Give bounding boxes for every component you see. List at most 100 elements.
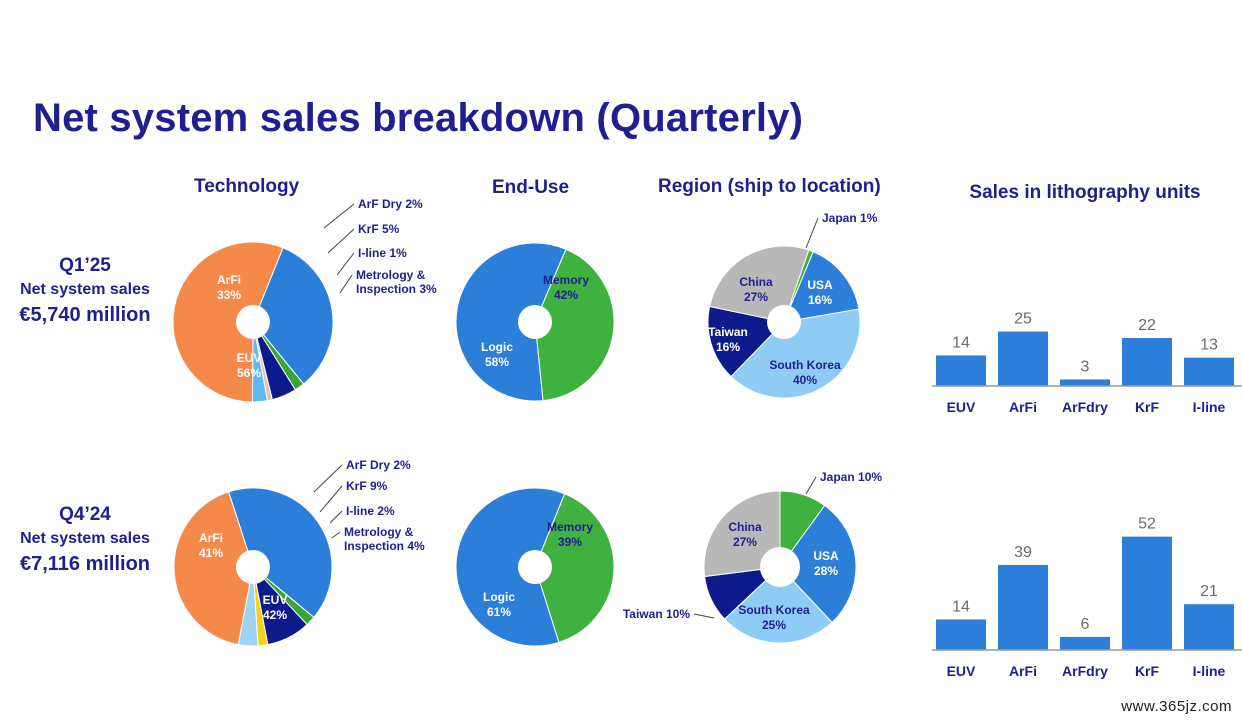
region-q1-slice-south-korea xyxy=(730,308,861,399)
enduse-q4-label-memory: Memory 39% xyxy=(547,520,593,549)
q1-summary: Q1’25 Net system sales €5,740 million xyxy=(0,254,170,328)
units-q1-bar-arfi xyxy=(998,331,1048,386)
units-q1-value-i-line: 13 xyxy=(1200,337,1218,354)
region-q4-center-hole xyxy=(760,547,800,587)
region-q1-leader-japan xyxy=(805,217,819,249)
units-q4-category-arfi: ArFi xyxy=(1009,663,1037,679)
region-q4-callout-japan: Japan 10% xyxy=(820,470,882,484)
units-q4-bar-chart: 14 EUV 39 ArFi 6 ArFdry 52 KrF 21 I-line xyxy=(932,516,1242,679)
units-q1-value-arfi: 25 xyxy=(1014,311,1032,328)
tech-q4-pie: ArFi 41% EUV 42% ArF Dry 2% KrF 9% I-line 2% Me… xyxy=(173,458,425,647)
units-q1-bar-arfdry xyxy=(1060,379,1110,386)
tech-q4-center-hole xyxy=(236,550,270,584)
page-title: Net system sales breakdown (Quarterly) xyxy=(33,96,804,140)
units-q1-category-i-line: I-line xyxy=(1193,399,1226,415)
region-q1-pie: USA 16% South Korea 40% Taiwan 16% China 27% Jap… xyxy=(707,211,878,399)
q1-sales-amount: €5,740 million xyxy=(19,304,151,326)
tech-q4-leader-krf xyxy=(319,485,343,513)
tech-q4-callout-i-line: I-line 2% xyxy=(346,504,395,518)
region-q4-label-china: China 27% xyxy=(728,520,762,549)
enduse-q4-pie: Memory 39% Logic 61% xyxy=(455,487,615,647)
enduse-q1-pie: Memory 42% Logic 58% xyxy=(455,242,615,402)
units-q4-value-arfi: 39 xyxy=(1014,544,1032,561)
tech-q1-slice-arfi xyxy=(252,247,334,385)
tech-q4-leader-metrology-inspection xyxy=(331,531,341,539)
tech-q1-leader-krf xyxy=(327,228,355,254)
tech-q1-callout-krf: KrF 5% xyxy=(358,222,400,236)
units-q4-bar-krf xyxy=(1122,536,1172,650)
region-q1-label-china: China 27% xyxy=(739,275,773,304)
q4-summary: Q4’24 Net system sales €7,116 million xyxy=(0,503,170,577)
units-q1-value-arfdry: 3 xyxy=(1081,358,1090,375)
units-q4-category-euv: EUV xyxy=(947,663,976,679)
enduse-q1-label-logic: Logic 58% xyxy=(481,340,513,369)
region-q1-label-south-korea: South Korea 40% xyxy=(769,358,841,387)
units-q4-bar-arfi xyxy=(998,564,1048,650)
region-q4-pie: USA 28%South Korea 25% China 27% Japan 10% Tai… xyxy=(623,470,882,644)
enduse-q4-slice-memory xyxy=(534,493,615,643)
region-q4-label-usa: USA 28% xyxy=(813,549,839,578)
enduse-q1-slice-memory xyxy=(534,248,615,402)
region-q1-label-taiwan: Taiwan 16% xyxy=(708,325,748,354)
tech-q1-callout-arf-dry: ArF Dry 2% xyxy=(358,197,423,211)
end-use-column-heading: End-Use xyxy=(492,177,570,198)
region-q1-slice-usa xyxy=(783,251,860,323)
units-q4-bar-euv xyxy=(936,619,986,650)
region-q1-center-hole xyxy=(767,305,801,339)
tech-q1-label-euv: EUV 56% xyxy=(237,351,262,380)
units-q4-category-krf: KrF xyxy=(1135,663,1160,679)
enduse-q4-center-hole xyxy=(518,550,552,584)
tech-q1-leader-metrology-inspection xyxy=(339,274,353,294)
tech-q1-center-hole xyxy=(236,305,270,339)
units-q1-category-euv: EUV xyxy=(947,399,976,415)
q1-quarter-name: Q1’25 xyxy=(59,255,111,276)
tech-q4-slice-arfi xyxy=(227,487,333,619)
tech-q1-leader-arf-dry xyxy=(323,203,355,229)
units-q1-category-arfi: ArFi xyxy=(1009,399,1037,415)
units-q4-value-arfdry: 6 xyxy=(1081,616,1090,633)
units-q4-bar-i-line xyxy=(1184,604,1234,650)
tech-q1-callout-metrology-inspection: Metrology & Inspection 3% xyxy=(356,268,437,296)
tech-q4-leader-arf-dry xyxy=(313,464,343,493)
tech-q4-callout-krf: KrF 9% xyxy=(346,479,388,493)
region-q4-callout-taiwan: Taiwan 10% xyxy=(623,607,690,621)
region-q4-leader-taiwan xyxy=(693,613,715,619)
region-q1-slice-taiwan xyxy=(707,305,785,378)
region-column-heading: Region (ship to location) xyxy=(658,176,881,197)
units-q1-bar-krf xyxy=(1122,338,1172,386)
units-q1-bar-i-line xyxy=(1184,357,1234,386)
tech-q1-leader-i-line xyxy=(336,252,355,276)
tech-q4-leader-i-line xyxy=(329,510,343,524)
watermark: www.365jz.com xyxy=(1121,698,1232,715)
region-q4-slice-usa xyxy=(779,504,857,624)
units-q4-value-i-line: 21 xyxy=(1200,583,1218,600)
units-q1-category-arfdry: ArFdry xyxy=(1062,399,1108,415)
region-q1-callout-japan: Japan 1% xyxy=(822,211,878,225)
units-q1-bar-euv xyxy=(936,355,986,386)
units-q4-value-euv: 14 xyxy=(952,598,970,615)
units-q1-bar-chart: 14 EUV 25 ArFi 3 ArFdry 22 KrF 13 I-line xyxy=(932,311,1242,415)
region-q4-slice-south-korea xyxy=(723,566,833,644)
tech-q1-callout-i-line: I-line 1% xyxy=(358,246,407,260)
units-q4-category-arfdry: ArFdry xyxy=(1062,663,1108,679)
tech-q4-label-euv: EUV 42% xyxy=(263,593,288,622)
technology-column-heading: Technology xyxy=(194,176,300,197)
units-q4-value-krf: 52 xyxy=(1138,516,1156,533)
enduse-q4-slice-logic xyxy=(455,487,566,647)
units-q4-bar-arfdry xyxy=(1060,636,1110,650)
enduse-q1-slice-logic xyxy=(455,242,567,402)
q4-sales-label: Net system sales xyxy=(20,530,150,547)
tech-q4-callout-metrology-inspection: Metrology & Inspection 4% xyxy=(344,525,425,553)
enduse-q4-label-logic: Logic 61% xyxy=(483,590,515,619)
tech-q4-slice-euv xyxy=(173,491,254,646)
units-column-heading: Sales in lithography units xyxy=(969,182,1201,203)
tech-q1-label-arfi: ArFi 33% xyxy=(217,273,241,302)
tech-q4-callout-arf-dry: ArF Dry 2% xyxy=(346,458,411,472)
region-q1-label-usa: USA 16% xyxy=(807,278,833,307)
enduse-q1-center-hole xyxy=(518,305,552,339)
q4-quarter-name: Q4’24 xyxy=(59,504,111,525)
region-q4-slice-china xyxy=(703,490,781,578)
region-q4-leader-japan xyxy=(805,476,817,495)
enduse-q1-label-memory: Memory 42% xyxy=(543,273,589,302)
